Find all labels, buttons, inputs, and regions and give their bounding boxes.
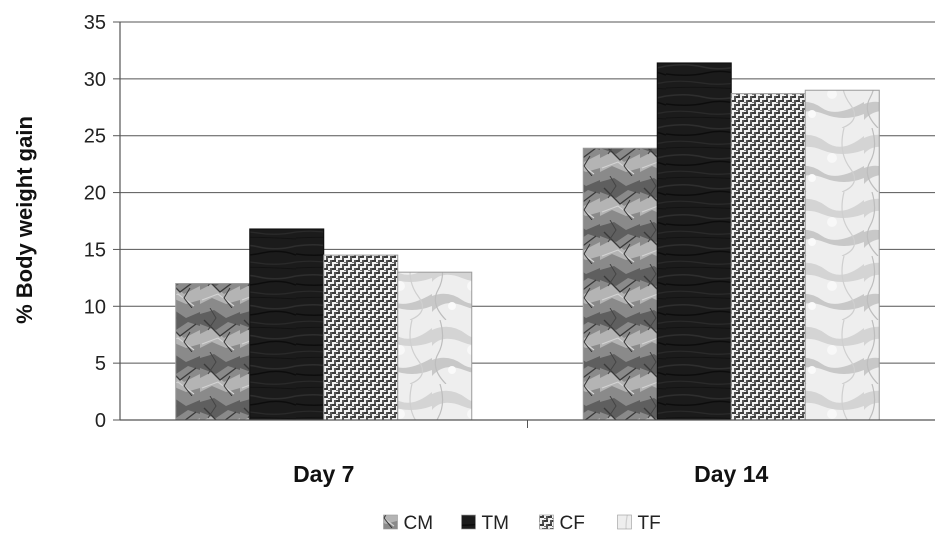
y-tick-label: 25 bbox=[84, 126, 106, 148]
bar-tf-0 bbox=[397, 271, 473, 421]
legend-label-tf: TF bbox=[638, 513, 661, 534]
bar-cf-1 bbox=[730, 93, 806, 421]
bar-cm-0 bbox=[175, 283, 251, 421]
y-tick-label: 10 bbox=[84, 296, 106, 318]
y-tick-label: 15 bbox=[84, 239, 106, 261]
bar-tm-1 bbox=[656, 62, 732, 421]
legend-swatch-cf bbox=[539, 514, 554, 530]
legend-swatch-cm bbox=[383, 514, 398, 530]
legend: CM TM CF TF bbox=[383, 513, 661, 534]
y-axis-title: % Body weight gain bbox=[12, 116, 37, 324]
bar-tf-1 bbox=[804, 89, 880, 421]
axes bbox=[119, 22, 935, 428]
y-axis-ticks: 0 5 10 15 20 25 30 35 bbox=[84, 12, 120, 432]
bar-tm-0 bbox=[249, 228, 325, 421]
legend-swatch-tf bbox=[617, 514, 632, 530]
bar-cm-1 bbox=[582, 147, 658, 421]
y-tick-label: 20 bbox=[84, 183, 106, 205]
bars bbox=[175, 62, 880, 421]
legend-label-cm: CM bbox=[404, 513, 434, 534]
y-tick-label: 35 bbox=[84, 12, 106, 34]
legend-label-tm: TM bbox=[482, 513, 509, 534]
y-tick-label: 30 bbox=[84, 69, 106, 91]
legend-swatch-tm bbox=[461, 514, 476, 530]
y-tick-label: 0 bbox=[95, 410, 106, 432]
x-category-label: Day 7 bbox=[293, 461, 354, 487]
x-category-label: Day 14 bbox=[694, 461, 768, 487]
legend-label-cf: CF bbox=[560, 513, 585, 534]
bar-cf-0 bbox=[323, 254, 399, 421]
category-labels: Day 7 Day 14 bbox=[293, 461, 768, 487]
y-tick-label: 5 bbox=[95, 353, 106, 375]
